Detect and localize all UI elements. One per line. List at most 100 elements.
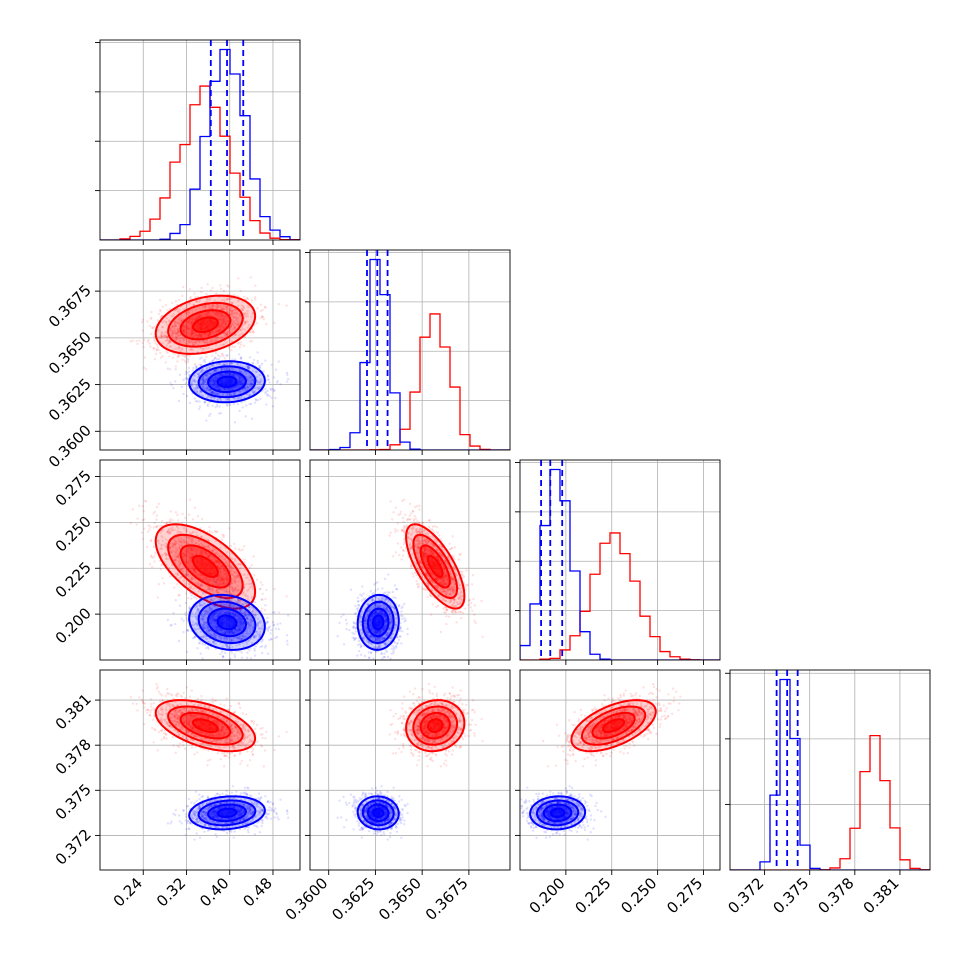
- sample-point: [182, 285, 185, 289]
- sample-point: [232, 335, 235, 338]
- sample-point: [217, 312, 220, 315]
- sample-point: [215, 385, 219, 389]
- sample-point: [249, 402, 253, 406]
- sample-point: [233, 653, 236, 656]
- sample-point: [198, 333, 201, 336]
- y-tick-label: 0.3625: [45, 375, 95, 425]
- sample-point: [251, 379, 254, 382]
- sample-point: [187, 366, 191, 370]
- sample-point: [211, 384, 215, 387]
- sample-point: [181, 348, 184, 351]
- sample-point: [173, 331, 177, 334]
- sample-point: [176, 327, 180, 331]
- sample-point: [220, 324, 224, 328]
- sample-point: [196, 372, 200, 375]
- sample-point: [201, 377, 205, 380]
- sample-point: [219, 373, 223, 377]
- sample-point: [225, 334, 228, 337]
- sample-point: [193, 380, 197, 384]
- sample-point: [143, 338, 146, 342]
- sample-point: [173, 322, 177, 325]
- sample-point: [264, 390, 267, 393]
- sample-point: [212, 338, 215, 342]
- sample-point: [203, 401, 206, 404]
- contour-blue: [207, 370, 247, 394]
- sample-point: [205, 419, 208, 422]
- sample-point: [152, 335, 156, 338]
- sample-point: [149, 539, 153, 543]
- sample-point: [209, 395, 212, 399]
- sample-point: [238, 380, 241, 383]
- sample-point: [213, 356, 217, 360]
- sample-point: [220, 368, 223, 371]
- sample-point: [251, 330, 254, 334]
- sample-point: [239, 364, 242, 367]
- sample-point: [221, 322, 225, 325]
- sample-point: [219, 336, 223, 340]
- sample-point: [241, 406, 244, 409]
- sample-point: [276, 379, 279, 383]
- sample-point: [212, 391, 216, 394]
- sample-point: [243, 320, 247, 324]
- sample-point: [238, 313, 242, 316]
- sample-point: [240, 662, 242, 664]
- sample-point: [233, 397, 236, 401]
- sample-point: [166, 309, 169, 312]
- sample-point: [169, 341, 172, 344]
- sample-point: [147, 524, 150, 527]
- sample-point: [210, 379, 214, 382]
- sample-point: [255, 370, 258, 374]
- sample-point: [230, 313, 234, 317]
- sample-point: [205, 374, 208, 377]
- sample-point: [194, 400, 198, 403]
- sample-point: [190, 331, 194, 335]
- sample-point: [208, 307, 212, 310]
- sample-point: [244, 610, 248, 614]
- sample-point: [191, 315, 195, 319]
- sample-point: [153, 325, 156, 329]
- sample-point: [206, 404, 210, 407]
- sample-point: [150, 565, 154, 569]
- sample-point: [245, 365, 249, 368]
- sample-point: [173, 327, 176, 330]
- sample-point: [230, 301, 233, 305]
- sample-point: [249, 381, 253, 385]
- sample-point: [257, 387, 261, 391]
- sample-point: [221, 318, 224, 322]
- sample-point: [233, 345, 236, 348]
- sample-point: [211, 307, 214, 310]
- sample-point: [229, 308, 232, 312]
- sample-point: [248, 331, 251, 334]
- sample-point: [244, 320, 247, 323]
- sample-point: [253, 600, 256, 604]
- sample-point: [216, 376, 219, 380]
- sample-point: [259, 309, 263, 313]
- sample-point: [215, 385, 218, 388]
- sample-point: [217, 412, 221, 415]
- sample-point: [197, 313, 200, 317]
- sample-point: [224, 388, 227, 392]
- sample-point: [218, 355, 222, 358]
- sample-point: [222, 363, 226, 367]
- sample-point: [167, 532, 171, 535]
- sample-point: [241, 300, 244, 304]
- panel-frame: [99, 249, 301, 451]
- sample-point: [213, 369, 217, 372]
- sample-point: [238, 382, 241, 386]
- sample-point: [240, 378, 243, 381]
- sample-point: [201, 381, 204, 384]
- sample-point: [236, 382, 239, 386]
- sample-point: [173, 337, 176, 341]
- sample-point: [217, 385, 220, 389]
- sample-point: [165, 335, 168, 338]
- sample-point: [224, 332, 228, 335]
- sample-point: [252, 378, 255, 381]
- sample-point: [160, 335, 163, 338]
- sample-point: [239, 357, 242, 360]
- sample-point: [215, 292, 218, 295]
- sample-point: [218, 386, 221, 389]
- sample-point: [251, 330, 255, 333]
- sample-point: [225, 297, 229, 300]
- sample-point: [237, 334, 240, 337]
